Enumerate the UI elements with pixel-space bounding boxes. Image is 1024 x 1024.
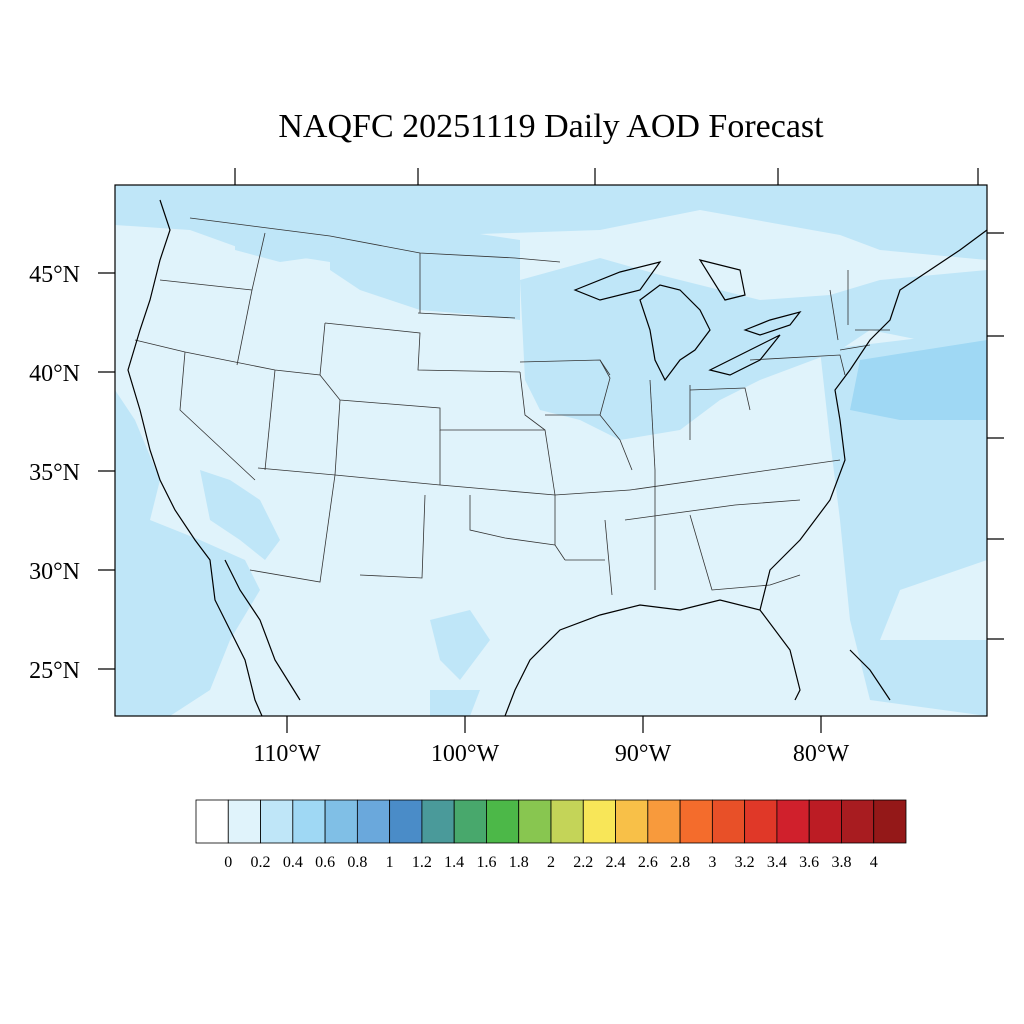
lat-label-45: 45°N: [29, 262, 80, 288]
colorbar-swatch: [744, 799, 778, 844]
colorbar-label: 0.4: [283, 854, 303, 871]
colorbar-label: 2.2: [573, 854, 593, 871]
colorbar-label: 1.2: [412, 854, 432, 871]
colorbar-swatch: [453, 799, 487, 844]
colorbar-swatch: [679, 799, 713, 844]
colorbar-swatch: [518, 799, 552, 844]
lat-label-30: 30°N: [29, 559, 80, 585]
aod-shading: [115, 185, 987, 716]
colorbar-label: 1.6: [476, 854, 496, 871]
colorbar-label: 2.6: [638, 854, 658, 871]
colorbar-swatch: [389, 799, 423, 844]
state-boundaries: [134, 217, 890, 596]
coastline: [127, 199, 987, 716]
colorbar-swatch: [324, 799, 358, 844]
colorbar-label: 3.6: [799, 854, 819, 871]
colorbar-swatch: [356, 799, 391, 844]
colorbar-label: 3: [708, 854, 716, 871]
colorbar-label: 2: [547, 854, 555, 871]
lon-label-110w: 110°W: [253, 741, 321, 767]
lat-label-25: 25°N: [29, 658, 80, 684]
lat-label-35: 35°N: [29, 460, 80, 486]
colorbar-swatch: [195, 799, 229, 844]
colorbar-swatch: [841, 799, 875, 844]
colorbar-swatch: [582, 799, 616, 844]
colorbar-label: 0.2: [251, 854, 271, 871]
colorbar-label: 0.8: [347, 854, 367, 871]
colorbar-swatch: [711, 799, 746, 844]
colorbar-swatch: [486, 799, 520, 844]
colorbar-swatch: [421, 799, 455, 844]
colorbar-label: 0: [224, 854, 232, 871]
lon-label-100w: 100°W: [431, 741, 500, 767]
colorbar-label: 2.8: [670, 854, 690, 871]
colorbar-label: 4: [870, 854, 878, 871]
colorbar-label: 3.2: [735, 854, 755, 871]
colorbar-swatch: [647, 799, 681, 844]
colorbar-swatch: [292, 799, 326, 844]
colorbar-swatch: [615, 799, 649, 844]
colorbar-swatch: [260, 799, 294, 844]
colorbar-label: 1: [386, 854, 394, 871]
colorbar-swatch: [776, 799, 810, 844]
colorbar: [195, 799, 907, 844]
colorbar-label: 1.8: [509, 854, 529, 871]
colorbar-swatch: [808, 799, 842, 844]
tick-marks: [98, 168, 1004, 733]
colorbar-label: 1.4: [444, 854, 464, 871]
map-frame: [114, 184, 988, 717]
map-title: NAQFC 20251119 Daily AOD Forecast: [278, 108, 824, 145]
lat-label-40: 40°N: [29, 361, 80, 387]
colorbar-swatch: [550, 799, 584, 844]
colorbar-label: 3.8: [831, 854, 851, 871]
colorbar-labels: 0 0.2 0.4 0.6 0.8 1 1.2 1.4 1.6 1.8 2 2.2 2.4 2.6 2.8 3…: [224, 854, 877, 871]
colorbar-label: 0.6: [315, 854, 335, 871]
colorbar-swatch: [873, 799, 907, 844]
colorbar-swatch: [227, 799, 261, 844]
lon-label-80w: 80°W: [793, 741, 850, 767]
colorbar-label: 2.4: [606, 854, 626, 871]
lon-label-90w: 90°W: [615, 741, 672, 767]
colorbar-label: 3.4: [767, 854, 787, 871]
